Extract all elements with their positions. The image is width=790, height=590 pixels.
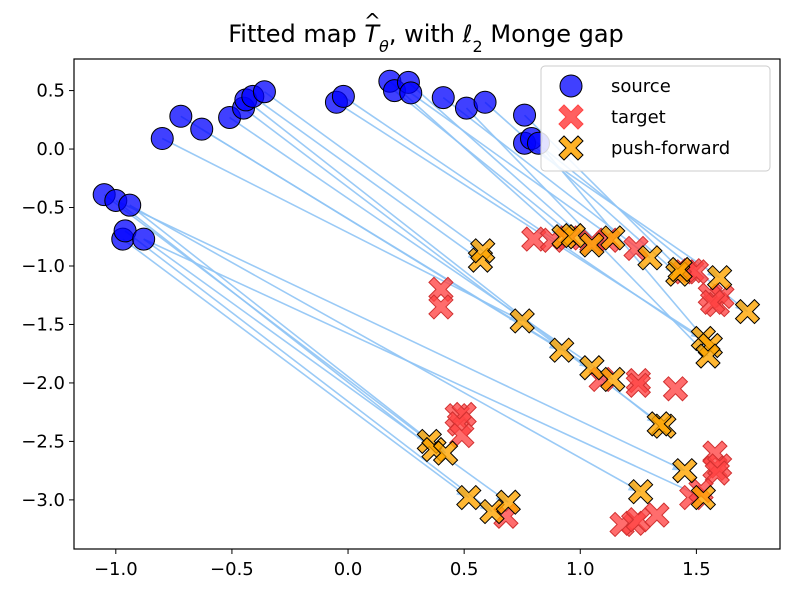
push-forward-point [646, 411, 672, 437]
legend-push-forward-label: push-forward [611, 138, 730, 159]
plot-area [92, 69, 761, 538]
source-point [431, 86, 455, 110]
x-tick-label: 0.5 [450, 559, 479, 580]
chart-title: Fitted map Tθ, with ℓ2 Monge gap [228, 20, 624, 56]
target-point [428, 294, 454, 320]
source-point [118, 193, 142, 217]
x-tick-label: 1.5 [682, 559, 711, 580]
target-point [704, 460, 731, 486]
push-forward-point [579, 355, 605, 381]
push-forward-point [695, 343, 721, 369]
y-tick-label: −1.5 [21, 314, 65, 335]
source-point [513, 103, 537, 127]
legend-target-marker [558, 104, 584, 130]
axes-frame [73, 58, 781, 550]
legend: source target push-forward [540, 65, 771, 172]
push-forward-series [416, 222, 761, 525]
target-point [449, 422, 475, 449]
push-forward-point [600, 366, 626, 393]
push-forward-point [672, 457, 698, 484]
source-point [150, 127, 174, 151]
target-series [428, 225, 735, 538]
target-point [699, 289, 726, 315]
push-forward-point [579, 232, 605, 258]
push-forward-point [734, 298, 761, 325]
push-forward-point [495, 489, 521, 515]
target-point [625, 372, 652, 398]
push-forward-point [690, 484, 717, 511]
y-axis: 0.5 0.0 −0.5 −1.0 −1.5 −2.0 −2.5 −3.0 [21, 81, 74, 511]
transport-arrow [263, 91, 484, 252]
y-tick-label: 0.0 [36, 139, 65, 160]
target-point [662, 376, 689, 402]
source-point [399, 81, 423, 105]
title-t-symbol: T [364, 20, 381, 48]
push-forward-point [509, 308, 535, 334]
source-point [473, 90, 497, 114]
x-tick-label: 1.0 [566, 559, 595, 580]
push-forward-point [470, 238, 496, 264]
source-series [92, 69, 550, 251]
y-tick-label: −0.5 [21, 198, 65, 219]
y-tick-label: −2.0 [21, 373, 65, 394]
source-point [169, 104, 193, 128]
push-forward-point [706, 264, 733, 291]
push-forward-point [456, 484, 482, 511]
legend-box [540, 65, 771, 172]
y-tick-label: −3.0 [21, 490, 65, 511]
y-tick-label: 0.5 [36, 81, 65, 102]
transport-arrow [201, 128, 593, 369]
source-point [331, 84, 355, 108]
y-tick-label: −2.5 [21, 431, 65, 452]
push-forward-point [432, 440, 459, 466]
target-point [644, 502, 670, 528]
x-tick-label: −0.5 [210, 559, 254, 580]
x-axis: −1.0 −0.5 0.0 0.5 1.0 1.5 [94, 549, 711, 580]
push-forward-point [548, 337, 575, 363]
legend-push-forward-marker [558, 135, 584, 161]
legend-target-label: target [611, 107, 666, 128]
push-forward-point [667, 256, 693, 283]
transport-arrow [129, 204, 447, 454]
transport-arrow [115, 199, 435, 451]
legend-source-label: source [611, 76, 671, 97]
title-hat: ^ [364, 9, 381, 33]
push-forward-point [600, 225, 626, 251]
push-forward-point [627, 478, 654, 505]
source-point [132, 227, 156, 251]
legend-source-marker [559, 74, 583, 98]
push-forward-point [479, 498, 505, 525]
source-point [190, 117, 214, 141]
x-tick-label: −1.0 [94, 559, 138, 580]
push-forward-point [637, 245, 663, 271]
source-point [252, 80, 276, 104]
x-tick-label: 0.0 [334, 559, 363, 580]
transport-arrow [122, 238, 470, 499]
y-tick-label: −1.0 [21, 256, 65, 277]
